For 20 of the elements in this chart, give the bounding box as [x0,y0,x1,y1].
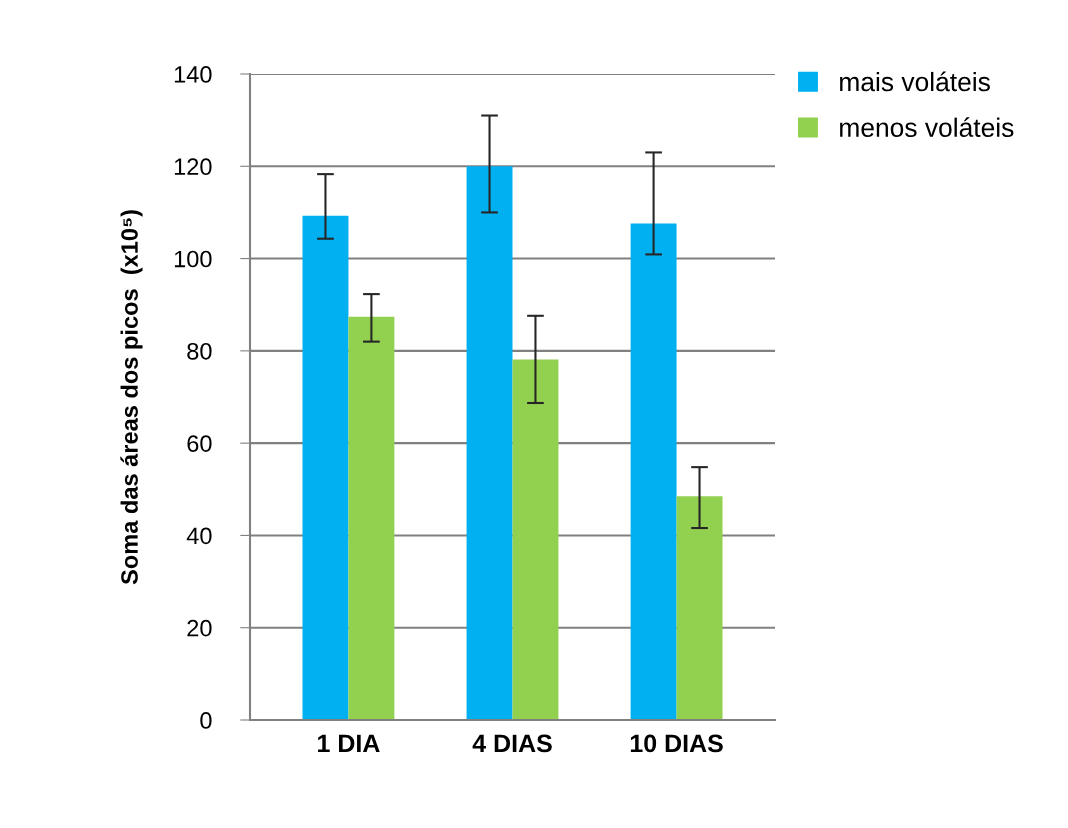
bar [630,223,677,720]
y-tick-label: 60 [187,435,212,452]
y-tick-label: 120 [174,158,212,176]
x-tick-label: 4 DIAS [472,734,552,753]
x-tick-label: 10 DIAS [630,734,723,753]
y-tick-label: 0 [200,712,212,729]
y-tick-label: 100 [174,250,212,268]
y-tick-label: 140 [174,66,212,83]
y-axis-title: Soma das áreas dos picos (x10⁵) [120,210,143,585]
legend-label: menos voláteis [840,117,1014,137]
bar [676,496,723,720]
bar [466,166,513,720]
bar [512,359,559,720]
legend-label: mais voláteis [840,71,990,92]
bar [348,316,395,720]
x-tick-label: 1 DIA [318,734,380,753]
y-tick-label: 20 [187,619,212,637]
bar [302,215,349,720]
y-tick-label: 40 [186,527,212,545]
y-tick-label: 80 [187,342,212,360]
